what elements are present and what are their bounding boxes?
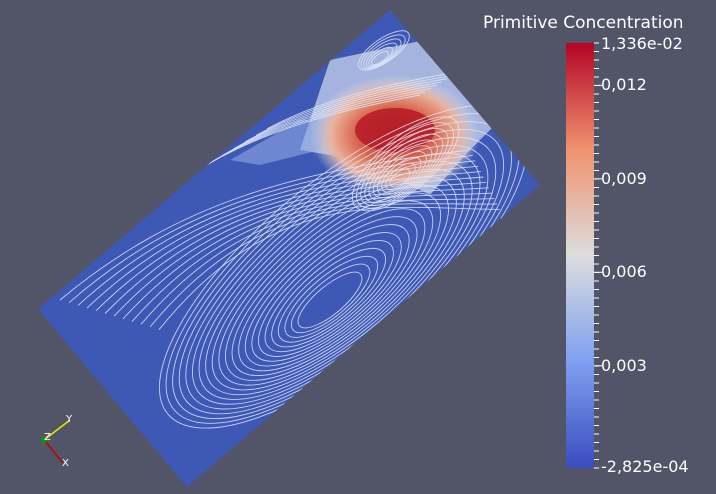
streamline	[251, 216, 418, 362]
x-axis-label: X	[62, 458, 69, 469]
streamline	[86, 165, 479, 309]
streamline	[158, 206, 500, 330]
streamline	[225, 184, 449, 381]
y-axis-label: Y	[65, 414, 73, 425]
streamline	[211, 87, 432, 163]
streamline	[258, 224, 410, 357]
colorbar-tick-label: 0,006	[601, 262, 647, 282]
streamline	[149, 203, 498, 328]
streamline	[244, 208, 426, 367]
colorbar-tick-label: 0,003	[601, 355, 647, 375]
colorbar	[566, 42, 602, 469]
streamline	[218, 176, 457, 386]
streamline	[371, 50, 389, 66]
streamline	[59, 149, 471, 301]
streamline	[244, 78, 448, 143]
colorbar-tick-label: 0,009	[601, 168, 647, 188]
streamline	[140, 198, 495, 325]
colorbar-title: Primitive Concentration	[483, 13, 684, 33]
streamline	[297, 271, 363, 329]
colorbar-max-label: 1,336e-02	[601, 34, 683, 53]
streamline	[264, 232, 402, 353]
streamline	[363, 38, 402, 69]
streamline	[68, 154, 473, 304]
orientation-axes: Y Z X	[41, 414, 73, 469]
streamline	[231, 192, 442, 377]
streamline	[351, 116, 460, 212]
streamline	[77, 160, 476, 306]
streamline	[368, 46, 394, 67]
streamline	[271, 239, 394, 348]
streamline	[113, 181, 487, 317]
streamline	[104, 176, 484, 314]
streamline	[368, 139, 438, 201]
streamline	[357, 30, 410, 71]
colorbar-min-label: -2,825e-04	[601, 457, 689, 476]
y-axis-line	[43, 419, 71, 441]
concentration-field	[38, 10, 540, 487]
streamline	[122, 187, 489, 320]
streamline	[255, 74, 454, 136]
streamline	[277, 247, 386, 343]
z-axis-dot	[41, 437, 47, 443]
streamline	[222, 84, 437, 156]
streamline	[365, 42, 398, 68]
streamline	[238, 200, 434, 372]
streamline	[284, 255, 379, 338]
colorbar-tick-label: 0,012	[601, 75, 647, 95]
streamline	[389, 168, 411, 188]
streamline	[95, 171, 481, 312]
z-axis-label: Z	[44, 432, 51, 443]
streamline	[233, 81, 443, 149]
streamline	[360, 127, 449, 206]
streamline	[266, 71, 459, 130]
x-axis-line	[43, 439, 64, 464]
streamline	[360, 34, 406, 70]
streamline	[131, 192, 492, 322]
streamline	[291, 263, 371, 334]
